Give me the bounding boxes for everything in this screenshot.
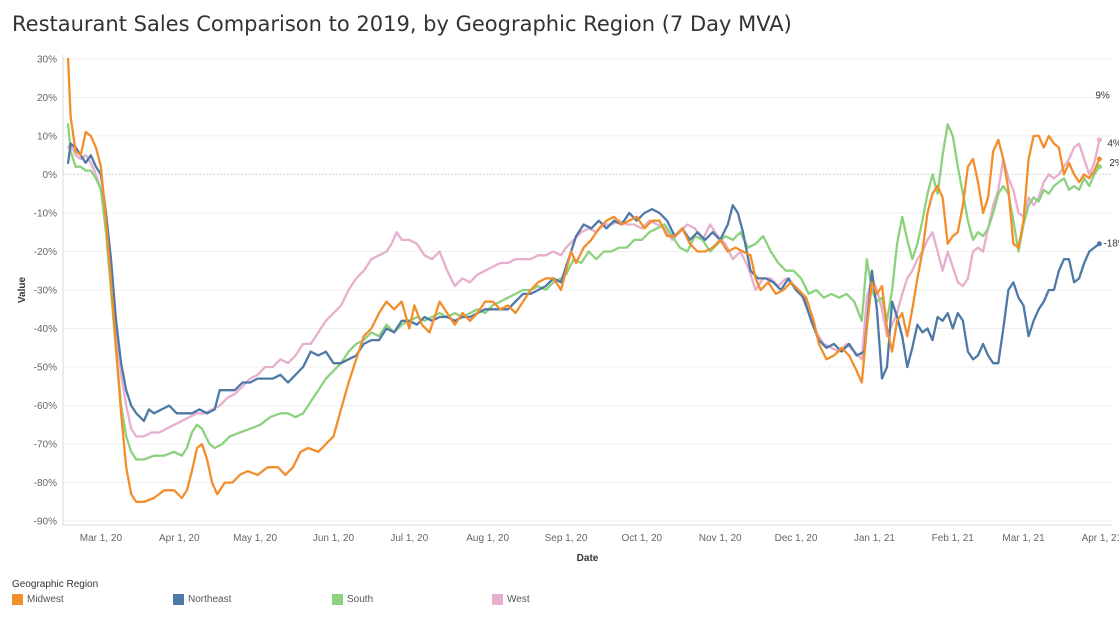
y-tick-label: -10%	[34, 208, 57, 219]
x-tick-label: Nov 1, 20	[699, 533, 742, 544]
series-end-marker-midwest	[1096, 156, 1102, 162]
y-axis-ticks: 30% 20% 10% 0% -10% -20% -30% -40% -50% -60% -70% -…	[34, 54, 57, 527]
y-tick-label: 30%	[37, 54, 57, 65]
x-tick-label: Apr 1, 20	[159, 533, 200, 544]
x-tick-label: May 1, 20	[233, 533, 277, 544]
legend-swatch	[492, 594, 503, 605]
legend-swatch	[173, 594, 184, 605]
end-label-west: 9%	[1095, 90, 1110, 101]
x-tick-label: Jun 1, 20	[313, 533, 355, 544]
end-label-northeast: -18%	[1103, 238, 1119, 249]
series-line-midwest	[66, 57, 1101, 504]
legend-label: Midwest	[27, 594, 64, 605]
x-tick-label: Oct 1, 20	[622, 533, 663, 544]
y-tick-label: -70%	[34, 440, 57, 451]
end-label-midwest: 4%	[1107, 139, 1119, 150]
y-tick-label: 0%	[43, 170, 58, 181]
series-line-south	[66, 123, 1101, 461]
end-label-south: 2%	[1109, 158, 1119, 169]
x-tick-label: Jan 1, 21	[854, 533, 896, 544]
legend-swatch	[332, 594, 343, 605]
legend: Midwest Northeast South West	[12, 594, 712, 608]
y-tick-label: -30%	[34, 286, 57, 297]
gridlines	[63, 58, 1112, 522]
x-tick-label: Aug 1, 20	[466, 533, 509, 544]
y-tick-label: -60%	[34, 401, 57, 412]
x-axis-title: Date	[577, 553, 599, 564]
y-tick-label: -20%	[34, 247, 57, 258]
y-axis-title: Value	[17, 277, 28, 304]
legend-label: South	[347, 594, 374, 605]
y-tick-label: -40%	[34, 324, 57, 335]
chart-title: Restaurant Sales Comparison to 2019, by …	[12, 12, 792, 36]
x-tick-label: Mar 1, 20	[80, 533, 123, 544]
legend-title: Geographic Region	[12, 579, 99, 590]
legend-label: West	[507, 594, 530, 605]
series-end-marker-south	[1096, 164, 1102, 170]
y-tick-label: 10%	[37, 131, 57, 142]
legend-label: Northeast	[188, 594, 232, 605]
x-axis-ticks: Mar 1, 20 Apr 1, 20 May 1, 20 Jun 1, 20 Jul …	[80, 533, 1119, 544]
y-tick-label: -50%	[34, 363, 57, 374]
series-end-marker-west	[1096, 137, 1102, 143]
line-chart: 30% 20% 10% 0% -10% -20% -30% -40% -50% -60% -70% -…	[17, 54, 1119, 564]
x-tick-label: Sep 1, 20	[545, 533, 588, 544]
legend-item-west[interactable]: West	[492, 594, 530, 605]
y-tick-label: 20%	[37, 93, 57, 104]
x-tick-label: Apr 1, 21	[1082, 533, 1119, 544]
legend-item-midwest[interactable]: Midwest	[12, 594, 64, 605]
x-tick-label: Feb 1, 21	[932, 533, 975, 544]
y-tick-label: -90%	[34, 517, 57, 528]
series-lines	[66, 57, 1102, 504]
series-line-northeast	[66, 142, 1101, 423]
x-tick-label: Mar 1, 21	[1002, 533, 1045, 544]
legend-item-south[interactable]: South	[332, 594, 373, 605]
series-end-labels: 4% -18% 2% 9%	[1095, 90, 1119, 249]
y-tick-label: -80%	[34, 478, 57, 489]
legend-swatch	[12, 594, 23, 605]
legend-item-northeast[interactable]: Northeast	[173, 594, 231, 605]
x-tick-label: Dec 1, 20	[775, 533, 818, 544]
series-line-west	[66, 138, 1101, 438]
x-tick-label: Jul 1, 20	[390, 533, 428, 544]
series-end-marker-northeast	[1096, 241, 1102, 247]
